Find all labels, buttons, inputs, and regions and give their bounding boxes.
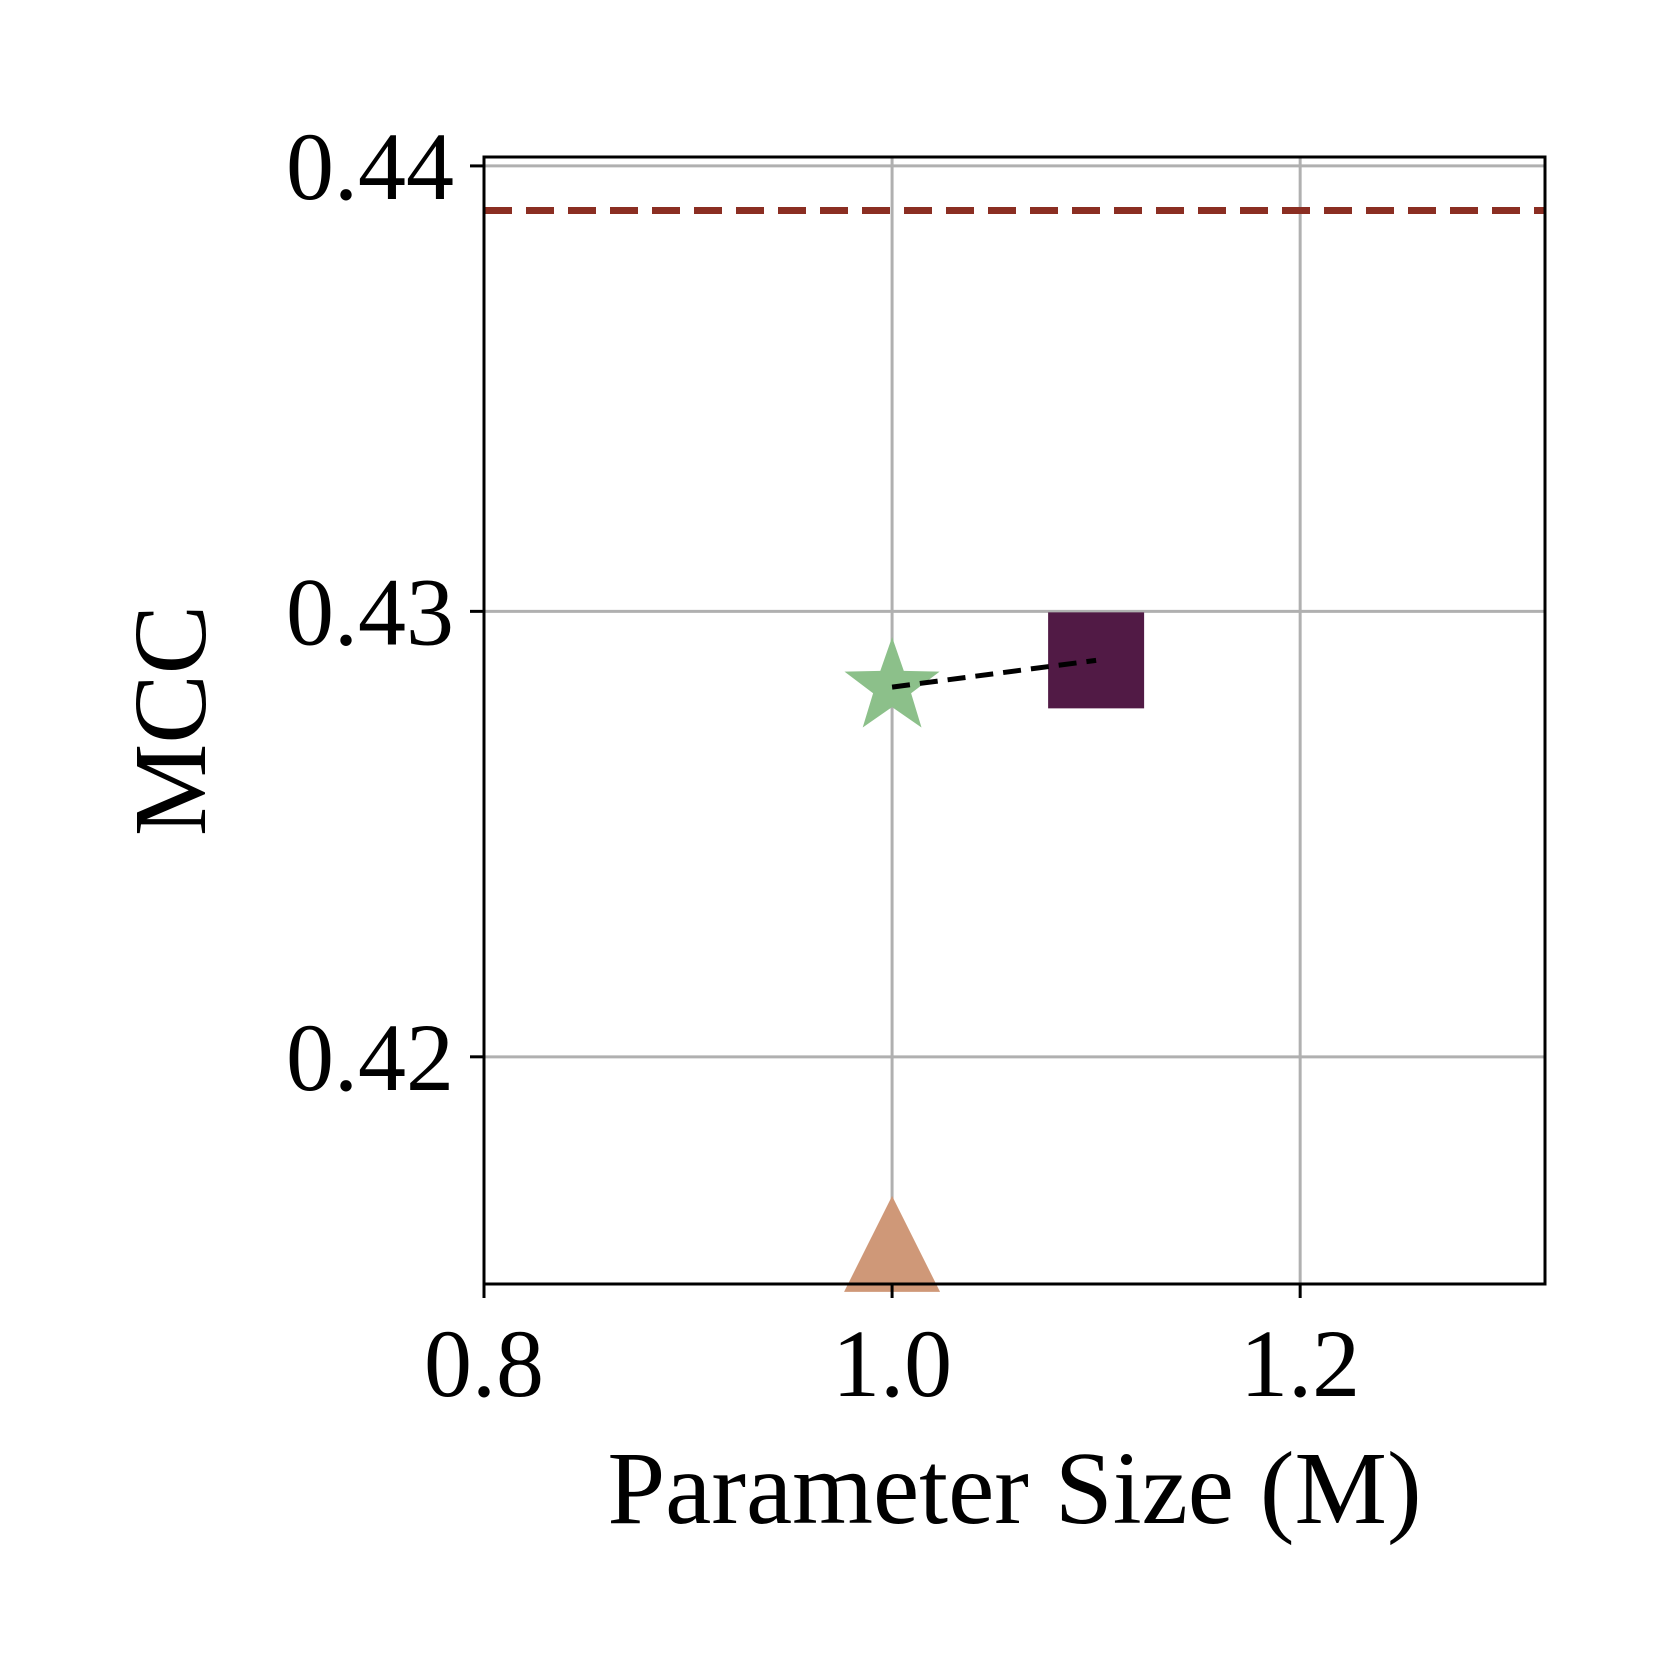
y-axis-label: MCC xyxy=(113,605,228,836)
x-axis-label: Parameter Size (M) xyxy=(607,1431,1421,1546)
y-tick-label: 0.42 xyxy=(286,1004,454,1111)
grid xyxy=(482,157,1545,1284)
ticks: 0.8 1.0 1.2 0.42 0.43 0.44 xyxy=(286,113,1360,1417)
star-marker xyxy=(844,637,940,728)
x-tick-label: 1.2 xyxy=(1240,1310,1360,1417)
y-tick-label: 0.44 xyxy=(286,113,454,220)
x-tick-label: 1.0 xyxy=(832,1310,952,1417)
x-tick-label: 0.8 xyxy=(424,1310,544,1417)
triangle-marker xyxy=(844,1195,941,1292)
y-tick-label: 0.43 xyxy=(286,558,454,665)
marks xyxy=(844,612,1145,1292)
connector-line xyxy=(891,657,1097,690)
plot-frame xyxy=(482,155,1547,1286)
